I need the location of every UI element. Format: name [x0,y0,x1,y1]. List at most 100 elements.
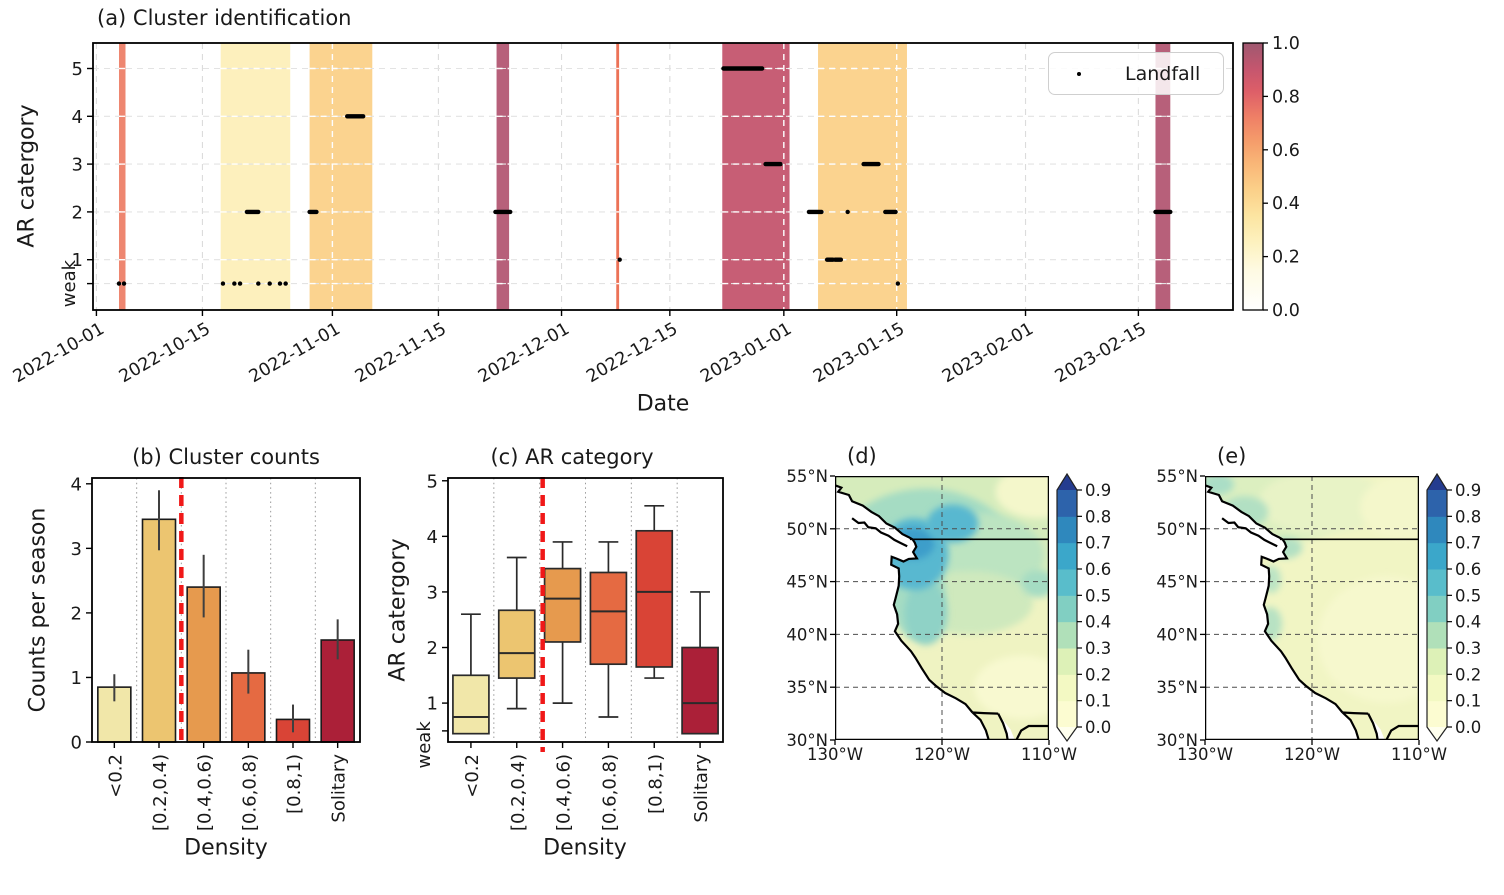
colorbar-tick-label: 0.2 [1455,665,1481,684]
x-tick-label: 2022-12-15 [583,319,681,387]
cluster-band [118,43,126,310]
y-tick-label: 2 [72,202,83,223]
density-blob [995,476,1049,519]
landfall-marker [116,281,122,286]
lon-tick-label: 130°W [1177,745,1233,764]
colorbar-tick-label: 0.3 [1455,639,1481,658]
lon-tick-label: 120°W [1284,745,1340,764]
baja-coast [971,711,990,740]
landfall-marker [220,281,226,286]
y-tick-label: 1 [427,694,438,715]
x-tick-label: Solitary [691,754,712,823]
panel-d-title: (d) [847,444,877,468]
ocean [1205,485,1359,740]
panel-a-border [92,42,1234,311]
colorbar-segment [1427,621,1447,649]
colorbar-under-arrow [1427,727,1447,741]
lat-tick-label: 55°N [1156,467,1198,486]
colorbar-segment [1427,648,1447,675]
colorbar-segment [1057,569,1077,596]
us-mexico-border [972,711,999,715]
lat-tick-label: 50°N [1156,520,1198,539]
x-tick-label: [0.2,0.4) [508,754,529,831]
colorbar-tick-label: 0.1 [1455,692,1481,711]
lon-tick-label: 110°W [1391,745,1447,764]
colorbar-tick-label: 0.8 [1272,87,1300,107]
density-blob [1258,476,1387,535]
landfall-marker [277,281,283,286]
panel-b-xlabel: Density [184,835,268,861]
colorbar-tick-label: 0.1 [1085,692,1111,711]
cluster-band [309,43,373,310]
x-tick-label: <0.2 [105,754,126,798]
colorbar-tick-label: 0.2 [1085,665,1111,684]
x-tick-label: 2022-11-01 [246,319,344,387]
landfall-marker [763,161,783,167]
bar-1 [141,518,177,743]
colorbar-tick-label: 0.5 [1455,586,1481,605]
colorbar-segment [1427,516,1447,544]
colorbar-segment [1427,490,1447,517]
colorbar-tick-label: 1.0 [1272,34,1300,54]
x-tick-label: 2022-11-15 [352,319,450,387]
lon-tick-label: 110°W [1021,745,1077,764]
y-tick-label: 5 [72,59,83,80]
box-1 [497,609,536,679]
box-2 [543,567,582,643]
colorbar-segment [1057,595,1077,623]
cluster-band [818,43,907,310]
panel-c-border [447,477,724,743]
panel-a-title: (a) Cluster identification [97,6,352,30]
landfall-marker [283,281,288,286]
landfall-marker [895,281,901,286]
colorbar-tick-label: 0.2 [1272,248,1300,268]
box-4 [635,529,674,668]
us-mexico-border [1342,711,1369,715]
density-blob [1205,476,1234,496]
density-blob [1317,576,1419,704]
landfall-marker [806,209,824,215]
vancouver-island-coast [851,517,908,548]
lat-tick-label: 45°N [1156,573,1198,592]
landfall-marker [244,209,261,215]
y-tick-label: 1 [71,668,82,689]
gulf-coast-west [1367,713,1379,740]
cluster-band [616,43,620,310]
landfall-marker [121,281,127,286]
colorbar-segment [1427,542,1447,570]
colorbar-tick-label: 0.3 [1085,639,1111,658]
colorbar-tick-label: 0.4 [1455,613,1481,632]
coastline [1205,484,1344,714]
baja-coast [1341,711,1360,740]
y-tick-label: weak [59,259,80,307]
landfall-marker [721,66,765,71]
x-tick-label: 2022-12-01 [475,319,573,387]
colorbar-segment [1057,674,1077,702]
colorbar-tick-label: 0.5 [1085,586,1111,605]
colorbar-tick-label: 0.8 [1085,507,1111,526]
lon-tick-label: 130°W [807,745,863,764]
landfall-marker [832,257,844,262]
colorbar-tick-label: 0.6 [1085,560,1111,579]
lat-tick-label: 35°N [1156,678,1198,697]
x-tick-label: [0.6,0.8) [239,754,260,831]
y-tick-label: 3 [72,155,83,176]
colorbar-tick-label: 0.8 [1455,507,1481,526]
landfall-marker [256,281,261,286]
colorbar-over-arrow [1057,474,1077,490]
x-tick-label: [0.6,0.8) [599,754,620,831]
lat-tick-label: 45°N [786,573,828,592]
panel-e-map [1205,476,1419,740]
y-tick-label: 4 [72,107,83,128]
landfall-marker [824,257,836,262]
gulf-coast-east [1385,724,1419,740]
panel-c-title: (c) AR category [490,445,654,469]
colorbar-segment [1427,569,1447,596]
lat-tick-label: 50°N [786,520,828,539]
y-tick-label: 2 [427,638,438,659]
colorbar-segment [1057,542,1077,570]
x-tick-label: 2023-01-01 [697,319,795,387]
colorbar-segment [1057,648,1077,675]
colorbar-segment [1427,595,1447,623]
